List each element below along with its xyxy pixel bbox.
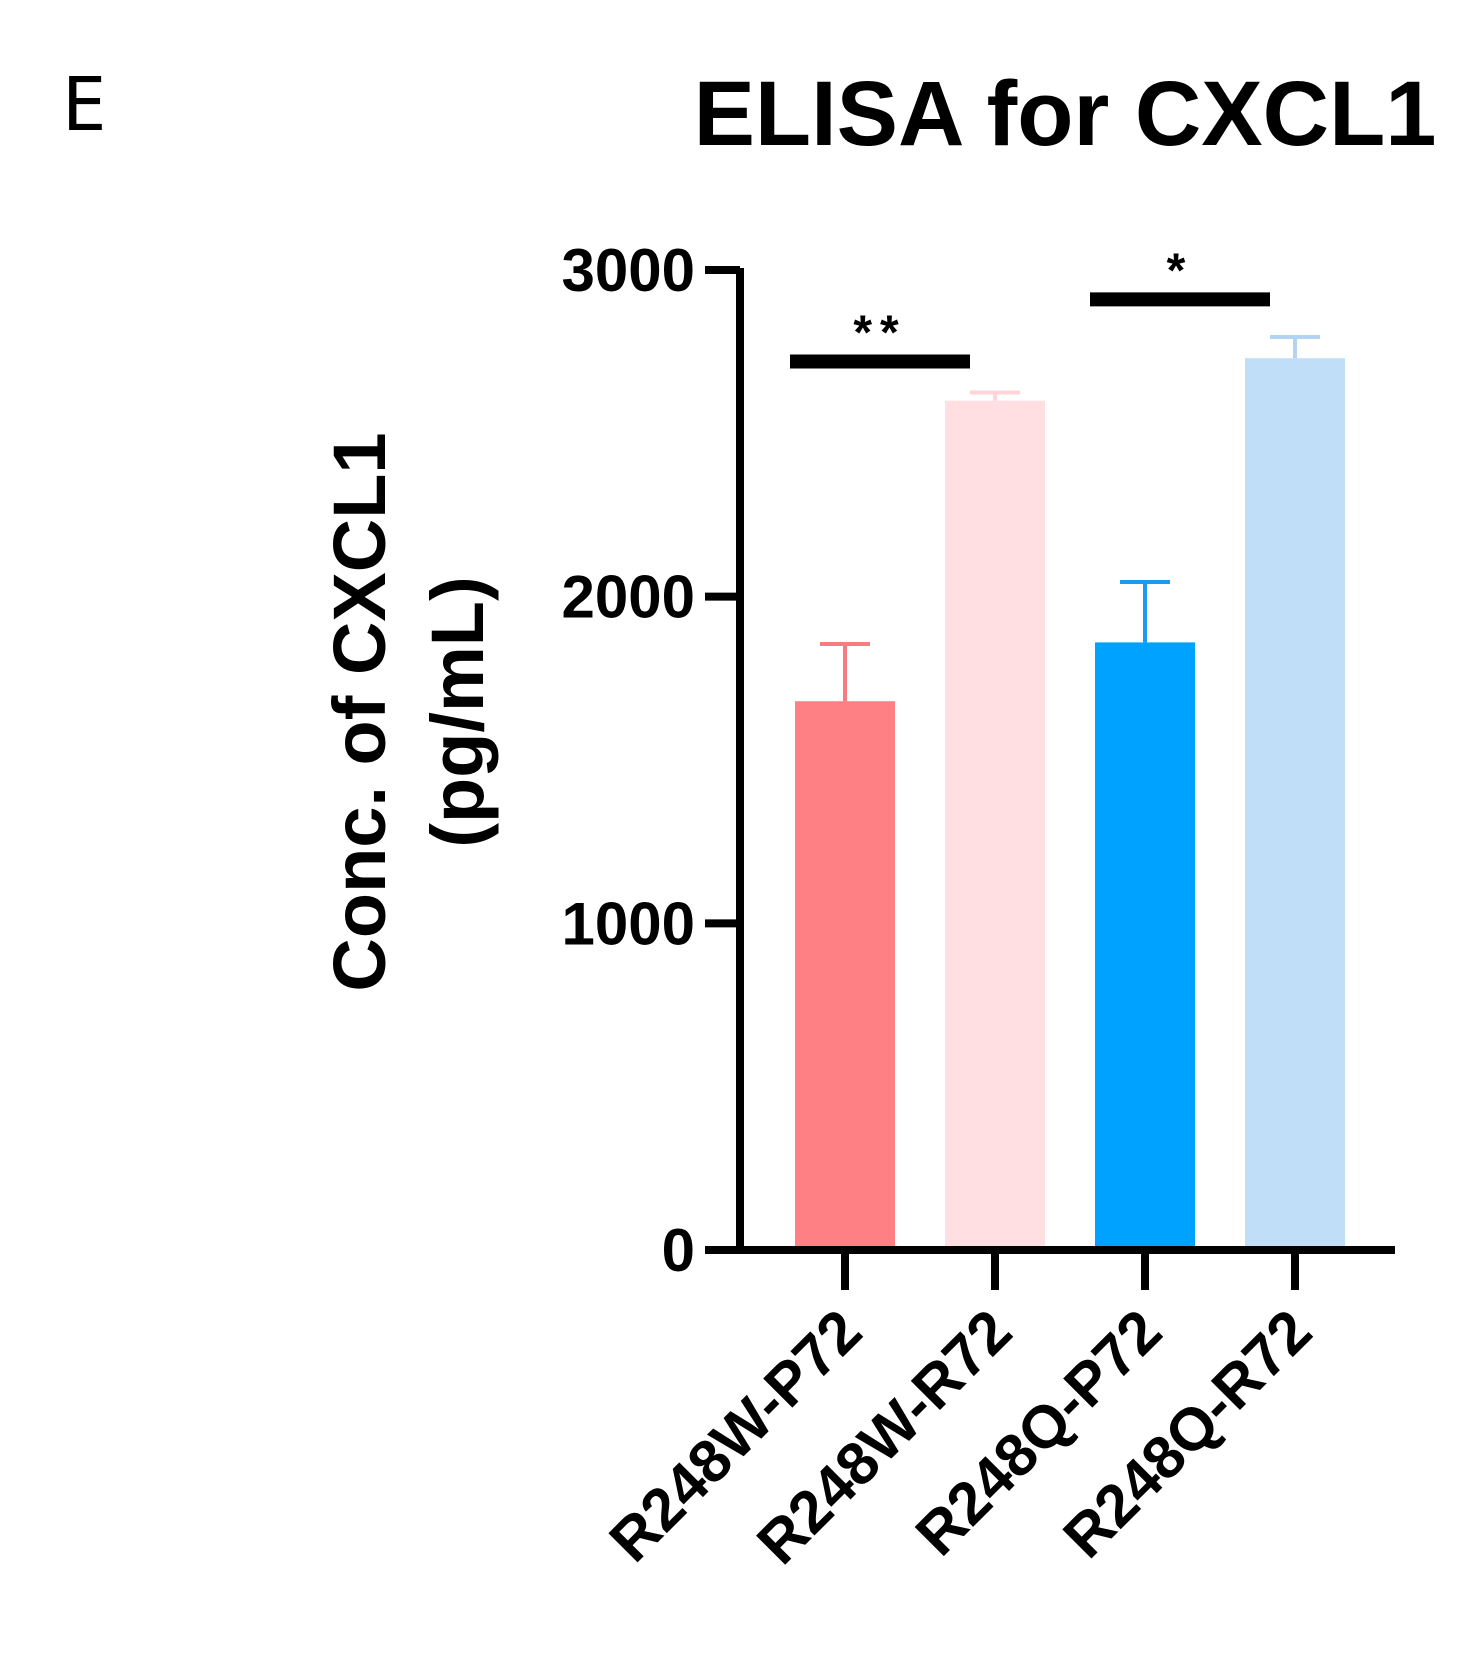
chart-title: ELISA for CXCL1 [694, 63, 1437, 165]
y-axis-title: Conc. of CXCL1 (pg/mL) [318, 432, 499, 991]
bar-R248Q-P72[interactable] [1095, 642, 1195, 1250]
significance-label-2: * [1167, 244, 1194, 297]
y-tick-label-2000: 2000 [562, 564, 695, 631]
plot-area: 0100020003000R248W-P72R248W-R72R248Q-P72… [562, 237, 1395, 1577]
y-tick-label-3000: 3000 [562, 237, 695, 304]
bar-R248Q-R72[interactable] [1245, 358, 1345, 1250]
y-tick-label-1000: 1000 [562, 890, 695, 957]
significance-label-1: ** [853, 306, 906, 359]
bar-R248W-R72[interactable] [945, 400, 1045, 1251]
y-axis-title-line-2: (pg/mL) [416, 576, 499, 847]
y-axis-title-line-1: Conc. of CXCL1 [318, 432, 401, 991]
y-tick-label-0: 0 [662, 1217, 695, 1284]
panel-label: E [62, 62, 107, 148]
bar-R248W-P72[interactable] [795, 701, 895, 1250]
